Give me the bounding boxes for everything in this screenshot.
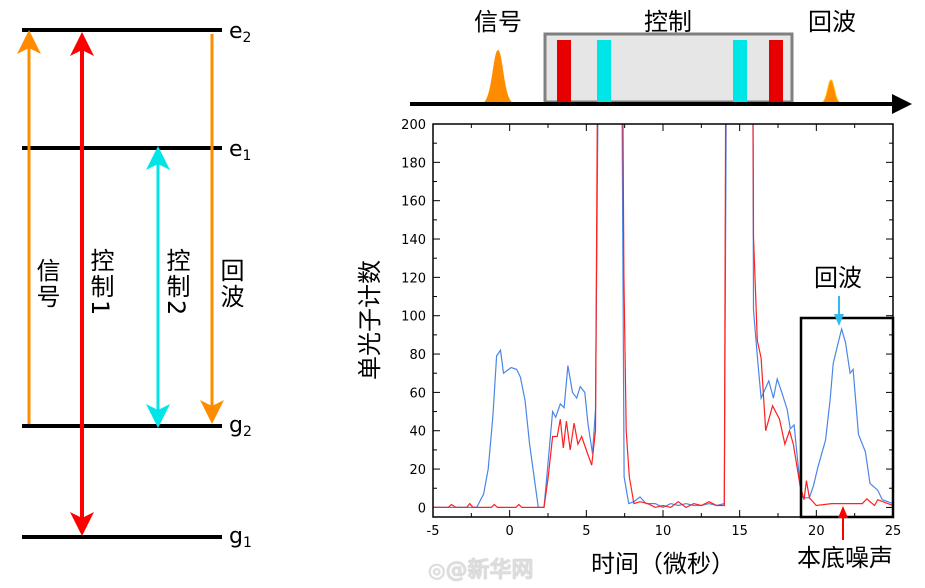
energy-levels: e2 e1 g2 g1 [22,19,252,551]
echo-annotation: 回波 [814,264,862,292]
control-pulse-red-2 [769,40,783,102]
y-tick-label: 20 [409,463,426,478]
chart: -5 0 5 10 15 20 25020406080100120140160180200 … [356,118,901,578]
signal-pulse [482,50,514,103]
y-tick-label: 180 [401,156,426,171]
level-label-e1: e1 [229,137,251,164]
watermark: ◎@新华网 [428,552,533,584]
control2-transition-label: 控制2 [162,248,190,318]
control-pulse-red-1 [557,40,571,102]
y-tick-label: 100 [401,310,426,325]
timeline-signal-label: 信号 [474,8,522,36]
watermark-text: @新华网 [445,558,534,583]
transition-arrows [17,30,224,536]
x-tick-label: 10 [655,524,672,539]
timeline-echo-label: 回波 [808,8,856,36]
y-tick-label: 80 [409,348,426,363]
y-tick-label: 160 [401,195,426,210]
control-pulse-cyan-1 [597,40,611,102]
y-tick-label: 40 [409,425,426,440]
echo-transition-label: 回波 [216,258,244,310]
y-tick-label: 0 [418,501,426,516]
x-tick-label: 20 [808,524,825,539]
control1-transition-label: 控制1 [86,248,114,318]
series-group [433,124,893,509]
y-tick-label: 140 [401,233,426,248]
noise-annotation: 本底噪声 [797,544,893,572]
y-axis-label: 单光子计数 [356,260,384,380]
y-tick-label: 200 [401,118,426,133]
y-tick-label: 120 [401,271,426,286]
weibo-logo-icon: ◎ [428,558,446,582]
series-line-blue [433,124,893,509]
x-tick-label: 25 [885,524,902,539]
x-tick-label: 15 [731,524,748,539]
y-tick-label: 60 [409,386,426,401]
level-label-g1: g1 [229,524,252,551]
echo-arrowhead-icon [834,314,844,326]
series-line-red [433,124,893,509]
noise-arrowhead-icon [838,506,848,518]
x-tick-label: 0 [506,524,514,539]
signal-transition-label: 信号 [32,258,60,310]
pulse-timeline: 信号 控制 回波 [410,8,912,114]
x-axis-label: 时间（微秒） [591,550,735,578]
level-label-e2: e2 [229,19,251,46]
control-window [543,32,794,104]
x-tick-label: 5 [582,524,590,539]
echo-highlight-box [799,316,895,519]
control-pulse-cyan-2 [733,40,747,102]
echo-pulse [820,79,842,104]
timeline-control-label: 控制 [644,8,692,36]
x-tick-label: -5 [427,524,440,539]
plot-frame [432,123,894,518]
level-label-g2: g2 [229,413,252,440]
